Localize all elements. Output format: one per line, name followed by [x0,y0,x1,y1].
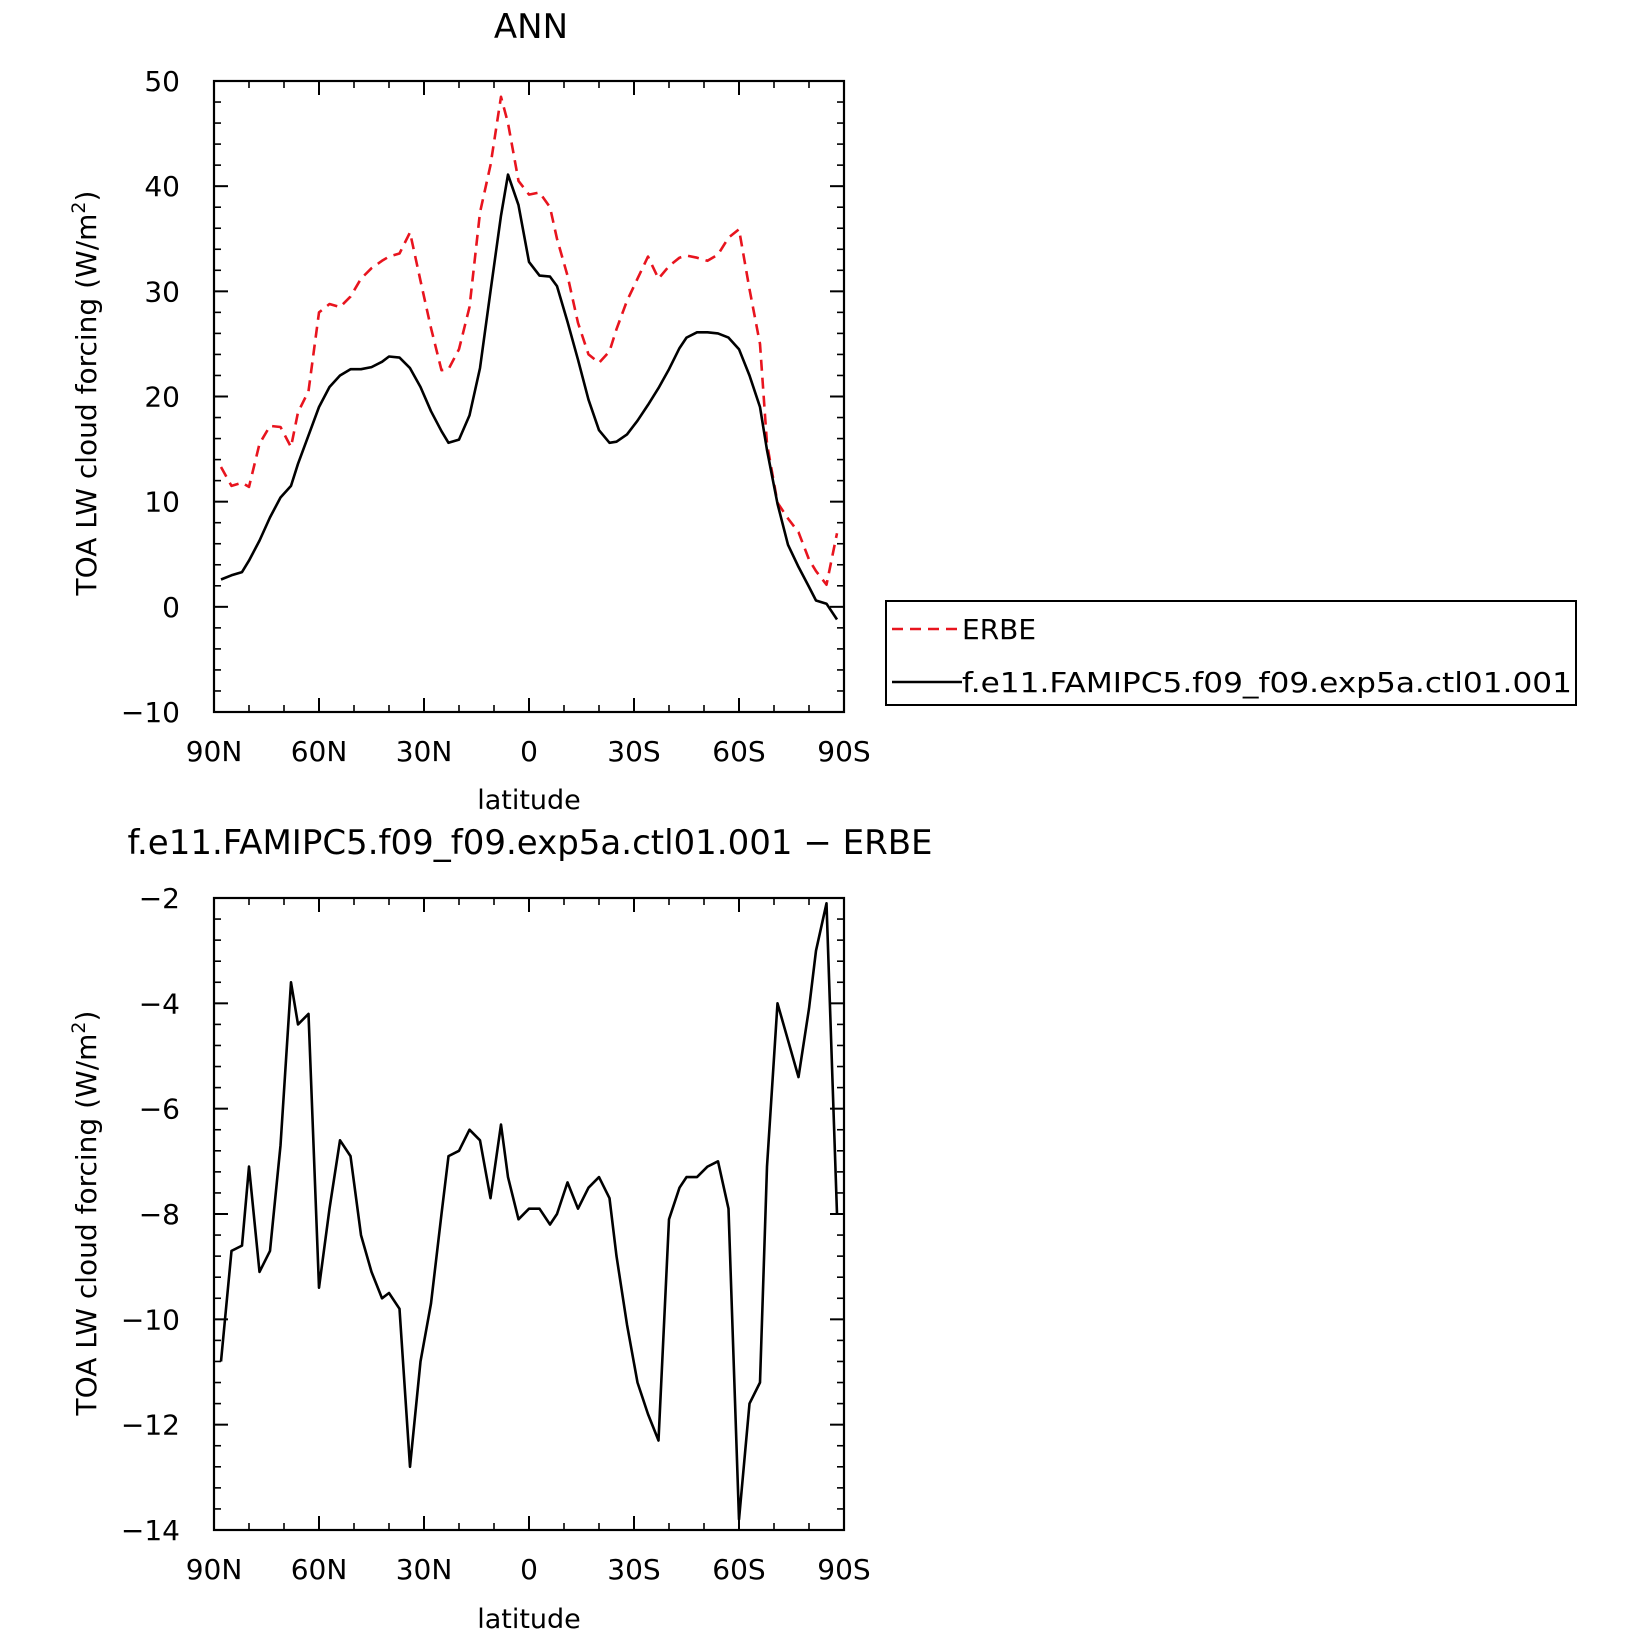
bottom-x-tick-label: 0 [520,1553,538,1586]
top-panel-title: ANN [494,7,568,47]
bottom-y-axis-label: TOA LW cloud forcing (W/m2) [68,1011,103,1417]
top-y-axis-label: TOA LW cloud forcing (W/m2) [68,191,103,597]
top-y-tick-label: −10 [121,696,180,729]
top-series-model-line [220,173,839,621]
bottom-y-tick-label: −10 [121,1303,180,1336]
top-x-tick-label: 60S [712,735,765,768]
legend-label-erbe: ERBE [962,613,1036,646]
top-y-tick-label: 20 [144,381,180,414]
bottom-y-axis-label-superscript: 2 [68,1022,90,1034]
bottom-x-axis-label: latitude [477,1604,581,1630]
bottom-y-axis-label-close: ) [70,1011,103,1022]
bottom-y-tick-label: −14 [121,1514,180,1547]
top-y-tick-label: 0 [162,591,180,624]
bottom-plot-area: 90N 60N 30N 0 30S 60S 90S −14 −12 −10 −8 −6 −4 −2 [121,882,871,1586]
top-y-tick-label: 40 [144,170,180,203]
bottom-x-tick-label: 90N [186,1553,243,1586]
bottom-y-tick-label: −4 [139,987,180,1020]
bottom-x-tick-label: 90S [817,1553,870,1586]
top-x-tick-label: 0 [520,735,538,768]
top-plot-frame [212,79,846,714]
top-x-tick-label: 30S [607,735,660,768]
top-x-tick-label: 90S [817,735,870,768]
top-x-tick-label: 90N [186,735,243,768]
top-x-tick-label: 60N [291,735,348,768]
top-y-axis-label-superscript: 2 [68,202,90,214]
top-y-tick-label: 30 [144,275,180,308]
bottom-x-tick-label: 30S [607,1553,660,1586]
bottom-y-tick-label: −8 [139,1198,180,1231]
top-y-axis-label-main: TOA LW cloud forcing (W/m [70,214,103,597]
legend-box [885,600,1577,706]
top-x-axis-label: latitude [477,785,581,816]
bottom-y-tick-label: −2 [139,882,180,915]
bottom-panel-title: f.e11.FAMIPC5.f09_f09.exp5a.ctl01.001 − … [127,823,932,863]
bottom-y-tick-label: −6 [139,1093,180,1126]
top-y-axis-label-close: ) [70,191,103,202]
bottom-x-tick-label: 60S [712,1553,765,1586]
top-y-tick-label: 50 [144,65,180,98]
bottom-plot-frame [212,896,846,1532]
top-panel-climatology: ANN 90N 60N 30N 0 30S 60S 90S −10 0 10 20 30 40 50 la… [68,7,1577,816]
top-plot-area: 90N 60N 30N 0 30S 60S 90S −10 0 10 20 30 40 50 [121,65,871,768]
legend-label-model: f.e11.FAMIPC5.f09_f09.exp5a.ctl01.001 [962,666,1572,699]
bottom-x-tick-label: 60N [291,1553,348,1586]
legend: ERBE f.e11.FAMIPC5.f09_f09.exp5a.ctl01.0… [885,600,1577,706]
bottom-panel-difference: f.e11.FAMIPC5.f09_f09.exp5a.ctl01.001 − … [68,823,933,1630]
bottom-series-difference-line [219,901,839,1521]
bottom-x-tick-label: 30N [396,1553,453,1586]
top-y-tick-label: 10 [144,486,180,519]
top-x-tick-label: 30N [396,735,453,768]
top-series-erbe-line [219,95,839,587]
bottom-y-axis-label-main: TOA LW cloud forcing (W/m [70,1034,103,1417]
bottom-y-tick-label: −12 [121,1409,180,1442]
